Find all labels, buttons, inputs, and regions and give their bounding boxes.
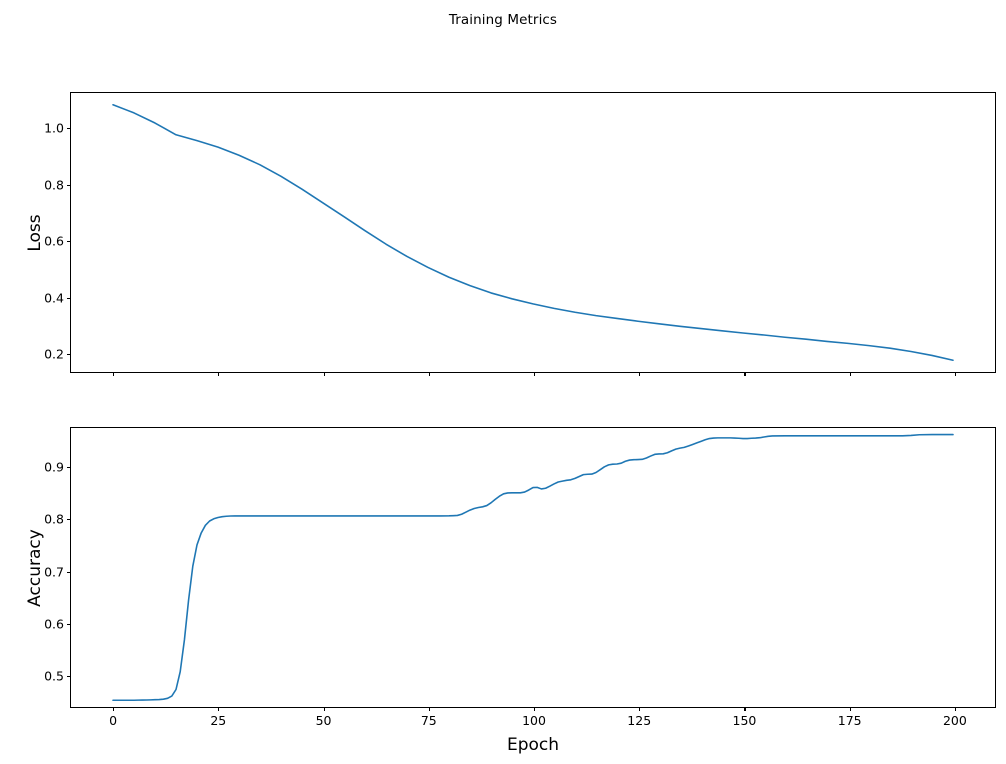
x-tick-mark	[954, 372, 956, 376]
y-tick-mark	[67, 571, 71, 573]
y-tick-label: 0.7	[44, 564, 64, 580]
loss-plot-area	[112, 103, 954, 362]
x-tick-label: 200	[942, 713, 967, 728]
loss-axes: Loss 0.2 0.4 0.6 0.8 1.0	[25, 92, 996, 376]
loss-line-series	[112, 103, 954, 362]
y-tick-mark	[67, 354, 71, 356]
x-tick-mark	[428, 372, 430, 376]
y-tick-label: 0.6	[44, 616, 64, 632]
loss-y-axis-label: Loss	[25, 213, 45, 252]
y-tick-mark	[67, 128, 71, 130]
x-tick-mark	[428, 707, 430, 711]
epoch-x-axis-label: Epoch	[506, 735, 560, 755]
x-tick-mark	[849, 707, 851, 711]
y-tick-label: 0.4	[44, 290, 64, 306]
y-tick-label: 0.6	[44, 233, 64, 249]
y-tick-label: 0.2	[44, 346, 64, 362]
y-tick-mark	[67, 676, 71, 678]
y-tick-mark	[67, 466, 71, 469]
x-tick-mark	[323, 707, 325, 711]
accuracy-y-axis-label: Accuracy	[25, 528, 45, 607]
accuracy-axes: Accuracy Epoch 0.5 0.6 0.7 0.8 0.9 0 25 50 75 100…	[25, 427, 996, 755]
y-tick-label: 0.9	[44, 459, 64, 475]
y-tick-mark	[67, 241, 71, 243]
y-tick-mark	[67, 184, 71, 186]
x-tick-label: 125	[627, 713, 652, 728]
x-tick-mark	[534, 372, 536, 376]
x-tick-mark	[744, 372, 746, 376]
y-tick-mark	[67, 297, 71, 299]
x-tick-label: 75	[420, 713, 437, 728]
x-tick-mark	[639, 372, 641, 376]
figure-title: Training Metrics	[448, 12, 558, 28]
y-tick-mark	[67, 519, 71, 521]
x-tick-mark	[534, 707, 536, 711]
x-tick-mark	[639, 707, 641, 711]
accuracy-line-series	[112, 433, 954, 702]
x-tick-label: 100	[522, 713, 546, 728]
x-tick-mark	[113, 372, 115, 376]
y-tick-label: 0.5	[44, 668, 64, 684]
accuracy-plot-area	[112, 433, 954, 702]
x-tick-label: 50	[315, 713, 332, 728]
x-tick-mark	[218, 707, 220, 711]
x-tick-label: 0	[109, 713, 118, 728]
x-tick-mark	[849, 372, 851, 376]
x-tick-mark	[113, 707, 115, 711]
x-tick-mark	[744, 707, 746, 711]
x-tick-mark	[218, 372, 220, 376]
y-tick-label: 0.8	[44, 511, 64, 527]
x-tick-label: 175	[837, 713, 862, 728]
y-tick-label: 0.8	[44, 177, 64, 193]
x-tick-label: 150	[732, 713, 757, 728]
y-tick-mark	[67, 623, 71, 626]
x-tick-mark	[954, 707, 956, 711]
x-tick-label: 25	[210, 713, 227, 728]
y-tick-label: 1.0	[44, 120, 64, 136]
x-tick-mark	[323, 372, 325, 376]
